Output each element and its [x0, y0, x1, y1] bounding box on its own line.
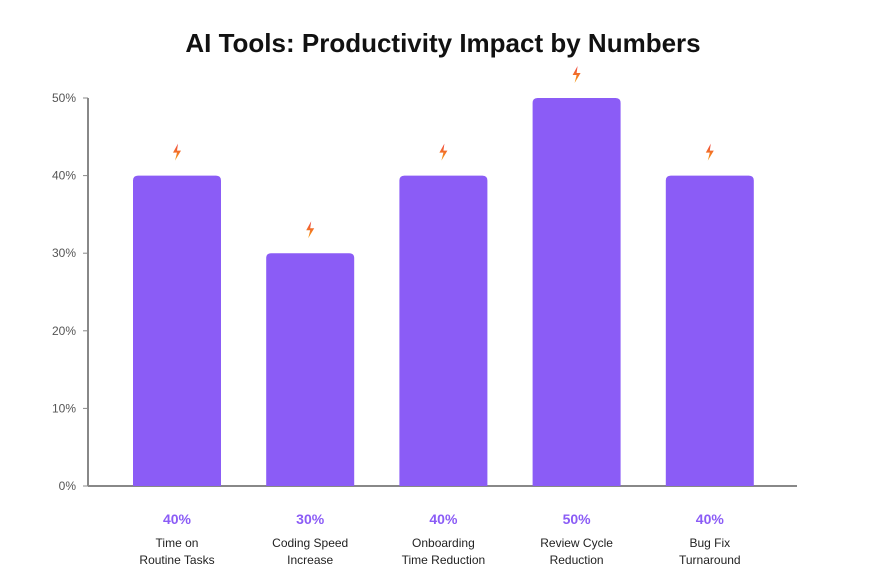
y-tick-label: 50% [52, 91, 76, 105]
bar-value-label: 40% [163, 511, 192, 527]
bar-value-label: 30% [296, 511, 325, 527]
lightning-bolt-icon [705, 143, 714, 161]
category-label: Time Reduction [402, 553, 486, 567]
y-tick-label: 10% [52, 401, 76, 415]
category-label: Routine Tasks [139, 553, 214, 567]
category-label: Onboarding [412, 536, 475, 550]
bar [532, 98, 621, 486]
category-labels-group: Time on Routine Tasks Coding Speed Increase… [139, 536, 740, 567]
bar-value-label: 40% [429, 511, 458, 527]
category-label: Turnaround [679, 553, 741, 567]
category-label: Time on [156, 536, 199, 550]
category-label: Bug Fix [689, 536, 730, 550]
y-tick-label: 30% [52, 246, 76, 260]
bar-value-label: 50% [563, 511, 592, 527]
lightning-bolt-icon [173, 143, 181, 161]
chart-title: AI Tools: Productivity Impact by Numbers [185, 28, 700, 58]
bars-group [133, 98, 754, 486]
bar [399, 175, 488, 486]
markers-group [173, 66, 714, 239]
bar-value-label: 40% [696, 511, 725, 527]
category-label: Coding Speed [272, 536, 348, 550]
y-tick-label: 20% [52, 324, 76, 338]
y-tick-label: 0% [59, 479, 77, 493]
value-labels-group: 40% 30% 40% 50% 40% [163, 511, 724, 527]
lightning-bolt-icon [572, 66, 581, 83]
bar [133, 175, 221, 486]
bar [665, 175, 754, 486]
category-label: Review Cycle [540, 536, 613, 550]
lightning-bolt-icon [439, 143, 448, 161]
y-tick-label: 40% [52, 169, 76, 183]
category-label: Increase [287, 553, 333, 567]
category-label: Reduction [550, 553, 604, 567]
lightning-bolt-icon [306, 221, 315, 239]
bar [266, 253, 355, 486]
